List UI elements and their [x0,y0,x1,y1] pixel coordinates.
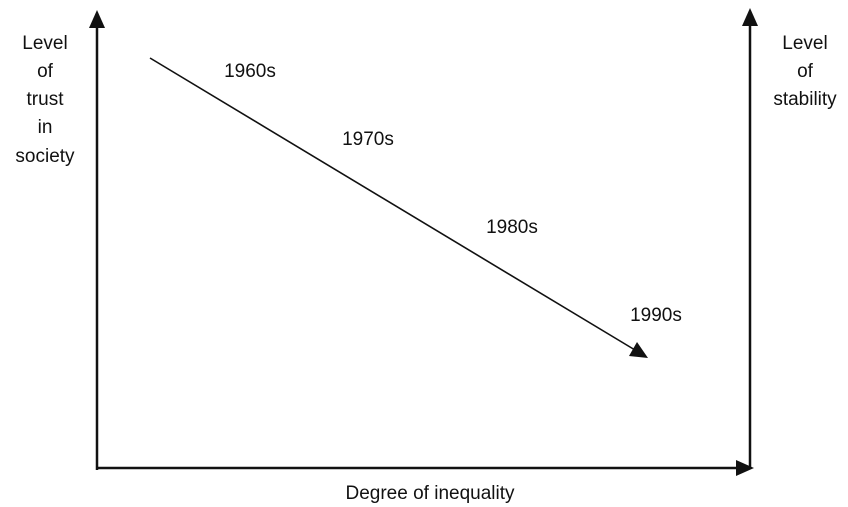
trend-label: 1980s [486,217,538,238]
label-line: trust [27,89,65,110]
left-axis-label: Level of trust in society [15,33,75,167]
label-line: of [797,61,814,82]
trend-label: 1970s [342,129,394,150]
trend-line [149,57,636,351]
trend-label: 1960s [224,61,276,82]
label-line: Level [782,33,827,54]
right-axis-arrow [742,8,758,26]
label-line: stability [773,89,837,110]
label-line: of [37,61,54,82]
right-axis-label: Level of stability [773,33,837,110]
trend-label: 1990s [630,305,682,326]
x-axis-arrow [736,460,754,476]
label-line: Level [22,33,67,54]
x-axis-label: Degree of inequality [346,483,515,504]
label-line: in [38,117,53,138]
label-line: society [15,146,75,167]
trend-arrow [629,342,648,358]
left-axis-arrow [89,10,105,28]
